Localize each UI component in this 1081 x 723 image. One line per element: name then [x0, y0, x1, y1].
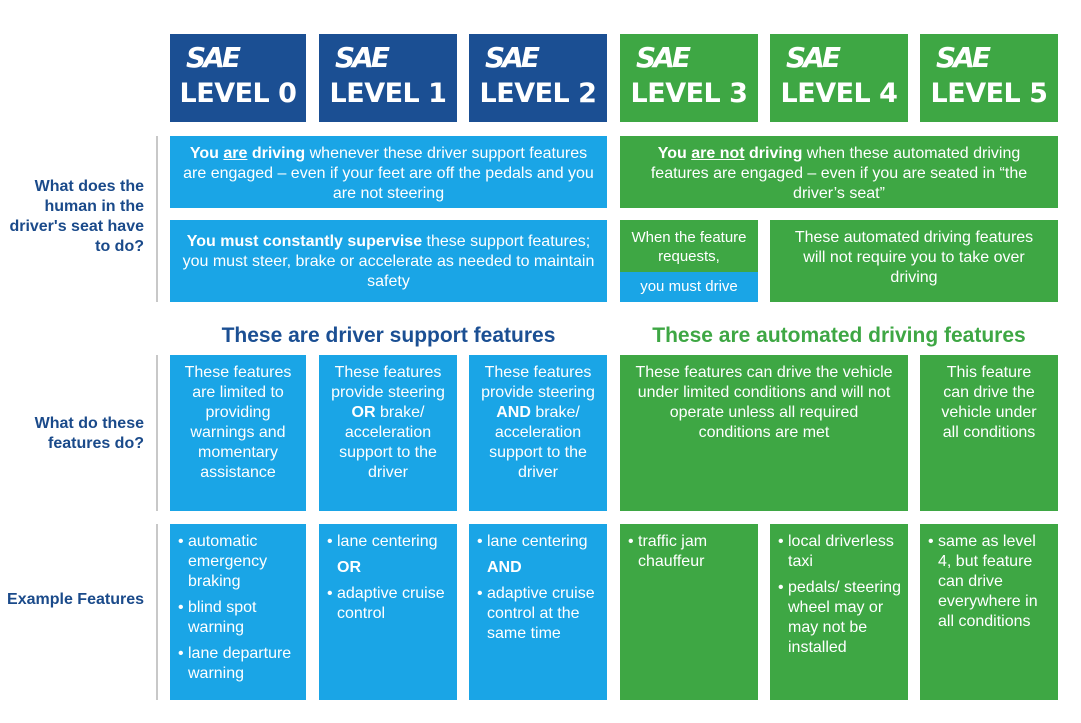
level-label: LEVEL 3 — [630, 78, 748, 109]
sae-logo: SAE — [485, 41, 540, 74]
cell-examples-level-2: lane centering AND adaptive cruise contr… — [469, 524, 607, 700]
text-must-supervise: You must constantly supervise — [186, 233, 423, 250]
cell-no-takeover: These automated driving features will no… — [770, 220, 1058, 302]
header-level-3: SAE LEVEL 3 — [620, 34, 758, 122]
header-level-2: SAE LEVEL 2 — [469, 34, 607, 122]
text-you-must-drive: you must drive — [620, 272, 758, 302]
text-are-not: are not — [691, 145, 745, 162]
cell-features-level-5: This feature can drive the vehicle under… — [920, 355, 1058, 511]
list-item: lane centering — [477, 532, 601, 552]
cell-examples-level-1: lane centering OR adaptive cruise contro… — [319, 524, 457, 700]
text-provide-steering: These features provide steering — [331, 364, 445, 401]
cell-features-level-1: These features provide steering OR brake… — [319, 355, 457, 511]
text-automated-engaged: when these automated driving features ar… — [650, 145, 1028, 202]
connector-or: OR — [337, 559, 361, 576]
divider-line — [156, 524, 158, 700]
level-label: LEVEL 5 — [930, 78, 1048, 109]
list-item: same as level 4, but feature can drive e… — [928, 532, 1052, 632]
cell-features-level-3-4: These features can drive the vehicle und… — [620, 355, 908, 511]
level-label: LEVEL 2 — [479, 78, 597, 109]
text-driving: driving — [744, 145, 803, 162]
header-level-1: SAE LEVEL 1 — [319, 34, 457, 122]
text-when-feature-requests: When the feature requests, — [631, 229, 747, 265]
header-level-5: SAE LEVEL 5 — [920, 34, 1058, 122]
divider-line — [156, 136, 158, 302]
sae-logo: SAE — [335, 41, 390, 74]
list-item: automatic emergency braking — [178, 532, 300, 592]
level-label: LEVEL 0 — [179, 78, 297, 109]
header-level-4: SAE LEVEL 4 — [770, 34, 908, 122]
cell-examples-level-4: local driverless taxi pedals/ steering w… — [770, 524, 908, 700]
cell-must-supervise: You must constantly supervise these supp… — [170, 220, 607, 302]
row-label-features: What do these features do? — [34, 415, 144, 452]
list-item: adaptive cruise control at the same time — [477, 584, 601, 644]
sae-logo: SAE — [636, 41, 691, 74]
cell-examples-level-0: automatic emergency braking blind spot w… — [170, 524, 306, 700]
level-label: LEVEL 4 — [780, 78, 898, 109]
list-item: blind spot warning — [178, 598, 300, 638]
section-heading-automated: These are automated driving features — [652, 324, 1026, 347]
list-item: adaptive cruise control — [327, 584, 451, 624]
text-you: You — [657, 145, 692, 162]
sae-logo: SAE — [936, 41, 991, 74]
cell-examples-level-5: same as level 4, but feature can drive e… — [920, 524, 1058, 700]
cell-features-level-2: These features provide steering AND brak… — [469, 355, 607, 511]
list-item: traffic jam chauffeur — [628, 532, 752, 572]
text-and: AND — [496, 404, 531, 421]
list-item: local driverless taxi — [778, 532, 902, 572]
level-label: LEVEL 1 — [329, 78, 447, 109]
text-driving: driving — [247, 145, 306, 162]
text-steer-brake: these support features; you must steer, … — [182, 233, 595, 290]
cell-features-level-0: These features are limited to providing … — [170, 355, 306, 511]
cell-you-are-not-driving: You are not driving when these automated… — [620, 136, 1058, 208]
list-item: lane centering — [327, 532, 451, 552]
row-label-human: What does the human in the driver's seat… — [9, 178, 144, 255]
text-you: You — [189, 145, 224, 162]
text-provide-steering: These features provide steering — [481, 364, 595, 401]
cell-you-are-driving: You are driving whenever these driver su… — [170, 136, 607, 208]
divider-line — [156, 355, 158, 511]
text-support-engaged: whenever these driver support features a… — [183, 145, 594, 202]
row-label-examples: Example Features — [7, 591, 144, 608]
text-brake-support: brake/ acceleration support to the drive… — [339, 404, 437, 481]
section-heading-support: These are driver support features — [221, 324, 556, 347]
cell-examples-level-3: traffic jam chauffeur — [620, 524, 758, 700]
sae-logo: SAE — [786, 41, 841, 74]
sae-logo: SAE — [186, 41, 241, 74]
header-level-0: SAE LEVEL 0 — [170, 34, 306, 122]
text-are: are — [223, 145, 248, 162]
list-item: lane departure warning — [178, 644, 300, 684]
list-item: pedals/ steering wheel may or may not be… — [778, 578, 902, 658]
cell-level3-request: When the feature requests, you must driv… — [620, 220, 758, 302]
text-brake-support: brake/ acceleration support to the drive… — [489, 404, 587, 481]
text-or: OR — [351, 404, 376, 421]
connector-and: AND — [487, 559, 522, 576]
